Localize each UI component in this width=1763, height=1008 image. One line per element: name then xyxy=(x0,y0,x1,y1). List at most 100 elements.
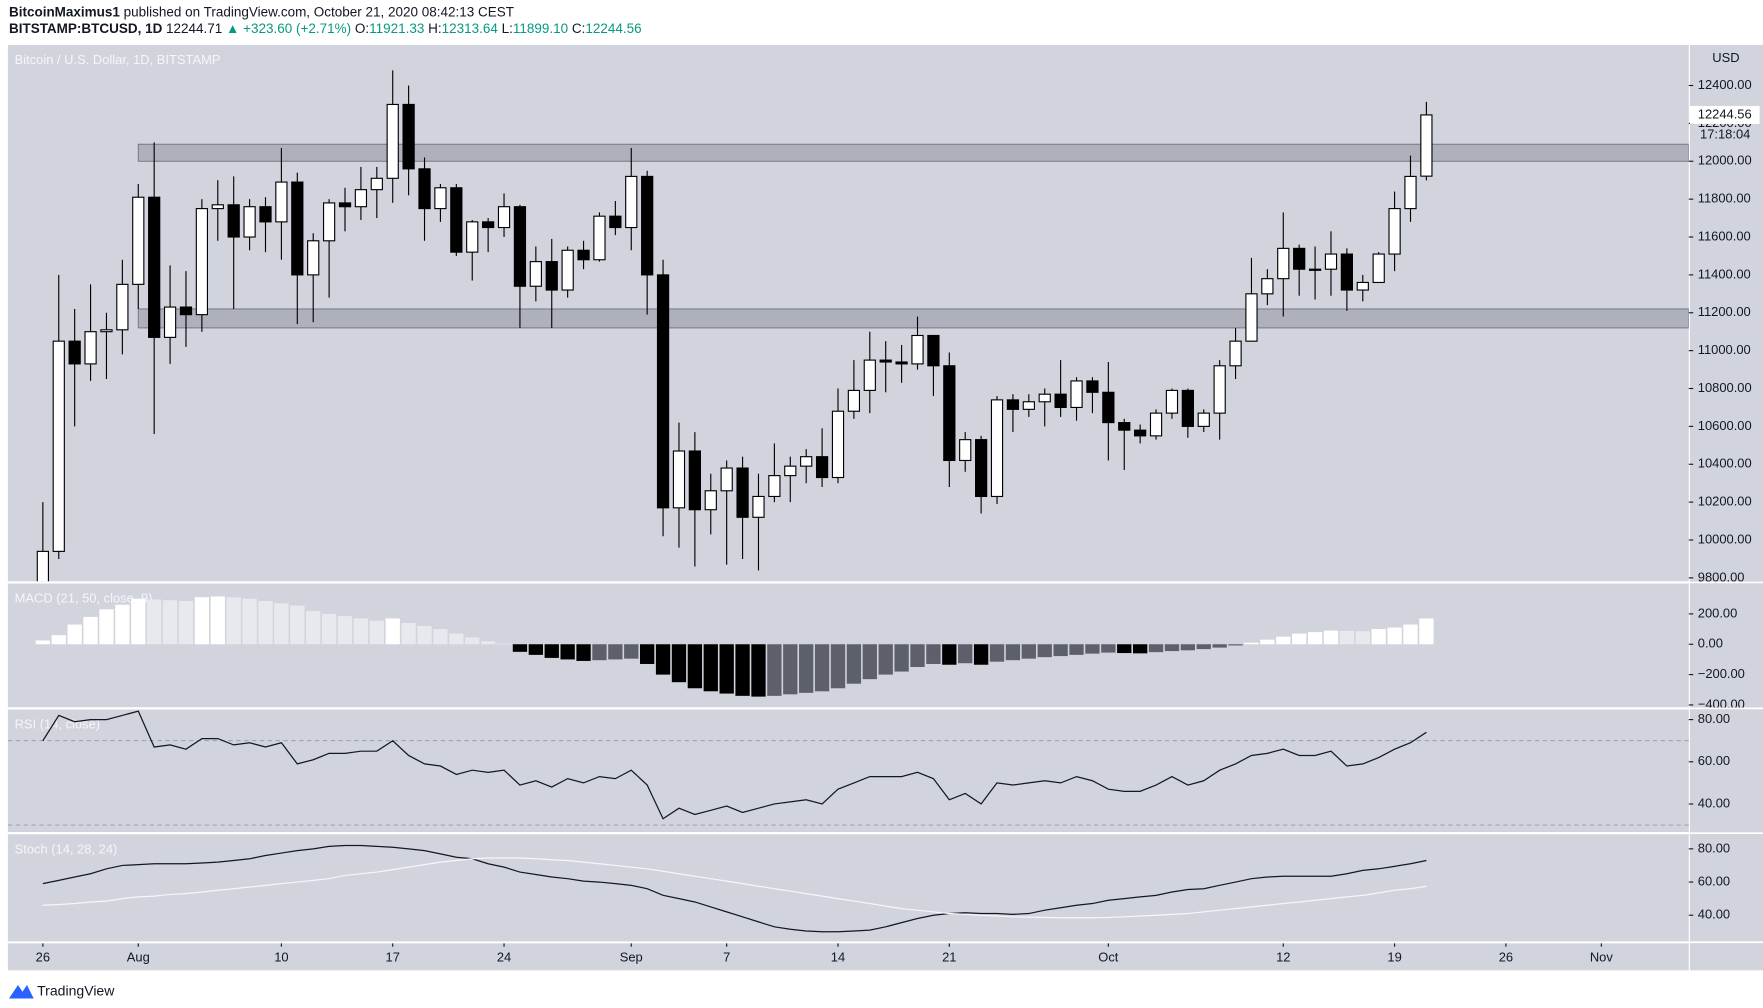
candle-body xyxy=(1134,429,1147,437)
candle-body xyxy=(211,204,224,210)
macd-bar xyxy=(671,644,687,683)
macd-bar xyxy=(1037,644,1052,658)
candle-body xyxy=(466,221,479,253)
candle-body xyxy=(322,202,336,242)
indicator-line xyxy=(42,844,1427,933)
candle-body xyxy=(609,215,622,229)
macd-bar xyxy=(1339,630,1355,645)
macd-bar xyxy=(910,644,925,668)
x-tick-label: 10 xyxy=(274,949,288,964)
candle-body xyxy=(1213,365,1226,414)
macd-bar xyxy=(480,641,496,645)
candle-body xyxy=(561,249,574,291)
y-tick-label: 10400.00 xyxy=(1698,456,1752,471)
candle-body xyxy=(1022,401,1035,410)
zone xyxy=(137,308,1689,329)
candle-body xyxy=(1356,281,1369,291)
candle-body xyxy=(1293,247,1306,270)
candle-body xyxy=(625,175,638,229)
candle-body xyxy=(418,168,431,210)
candle-body xyxy=(1006,399,1020,410)
candle-body xyxy=(402,103,415,170)
x-tick-label: Aug xyxy=(127,949,150,964)
candle-body xyxy=(1149,412,1163,437)
pane-title: RSI (14, close) xyxy=(15,717,100,732)
macd-bar xyxy=(417,626,432,645)
ohlc-value: 12244.56 xyxy=(585,21,641,36)
macd-bar xyxy=(210,596,225,645)
candle-body xyxy=(974,439,988,498)
macd-bar xyxy=(624,644,639,659)
candle-body xyxy=(179,306,193,316)
price: 12244.71 xyxy=(166,21,222,36)
macd-bar xyxy=(1244,642,1259,645)
candle-body xyxy=(1229,340,1242,367)
x-tick-label: 14 xyxy=(831,949,845,964)
macd-bar xyxy=(35,640,51,645)
macd-bar xyxy=(942,644,957,665)
candle-body xyxy=(1070,380,1083,409)
candle-body xyxy=(879,359,892,363)
macd-bar xyxy=(719,644,734,694)
macd-bar xyxy=(751,644,766,697)
macd-bar xyxy=(353,618,369,645)
x-tick-label: Oct xyxy=(1098,949,1119,964)
macd-bar xyxy=(131,598,146,645)
author: BitcoinMaximus1 xyxy=(9,4,120,19)
macd-bar xyxy=(735,644,750,696)
macd-bar xyxy=(496,643,512,645)
ohlc-label: O: xyxy=(355,21,369,36)
candle-body xyxy=(163,306,177,338)
change: ▲ +323.60 (+2.71%) xyxy=(226,21,351,36)
macd-bar xyxy=(767,644,782,696)
rsi-pane xyxy=(7,709,1689,833)
candle-body xyxy=(227,204,240,238)
brand: TradingView xyxy=(37,982,115,998)
macd-bar xyxy=(926,644,941,664)
candle-body xyxy=(831,410,845,479)
candle-body xyxy=(1261,278,1274,295)
candle-body xyxy=(784,465,797,477)
macd-bar xyxy=(1069,644,1084,655)
macd-bar xyxy=(1053,644,1068,657)
x-tick-label: 17 xyxy=(386,949,400,964)
candle-body xyxy=(1054,393,1067,409)
macd-bar xyxy=(958,644,973,664)
macd-bar xyxy=(1355,631,1370,645)
candle-body xyxy=(275,181,288,223)
macd-bar xyxy=(1132,644,1148,654)
x-tick-label: 26 xyxy=(36,949,50,964)
macd-bar xyxy=(989,644,1005,662)
macd-bar xyxy=(799,644,814,693)
macd-bar xyxy=(258,601,273,645)
candle-body xyxy=(36,550,49,582)
macd-bar xyxy=(1276,636,1291,645)
y-tick-label: 9800.00 xyxy=(1698,569,1745,584)
macd-bar xyxy=(369,620,384,645)
candle-body xyxy=(243,206,256,238)
macd-bar xyxy=(162,600,178,645)
candle-body xyxy=(1404,175,1417,210)
macd-bar xyxy=(1148,644,1164,653)
indicator-line xyxy=(42,710,1427,820)
macd-bar xyxy=(147,599,162,645)
macd-bar xyxy=(544,644,559,658)
macd-bar xyxy=(608,644,623,660)
macd-bar xyxy=(1196,644,1211,650)
candle-body xyxy=(1102,391,1115,424)
ohlc-label: L: xyxy=(502,21,513,36)
y-tick-label: 11200.00 xyxy=(1698,304,1751,319)
date-axis xyxy=(7,943,1689,971)
candle-body xyxy=(545,261,558,291)
candle-body xyxy=(911,334,924,365)
candle-body xyxy=(800,456,813,467)
macd-bar xyxy=(1005,644,1021,661)
candle-body xyxy=(1388,208,1401,255)
y-tick-label: −200.00 xyxy=(1698,666,1745,681)
y-tick-label: 12400.00 xyxy=(1698,77,1752,92)
candle-body xyxy=(259,206,272,223)
candle-body xyxy=(1086,380,1099,393)
candle-body xyxy=(497,206,511,229)
macd-bar xyxy=(449,633,464,645)
macd-bar xyxy=(337,616,353,645)
